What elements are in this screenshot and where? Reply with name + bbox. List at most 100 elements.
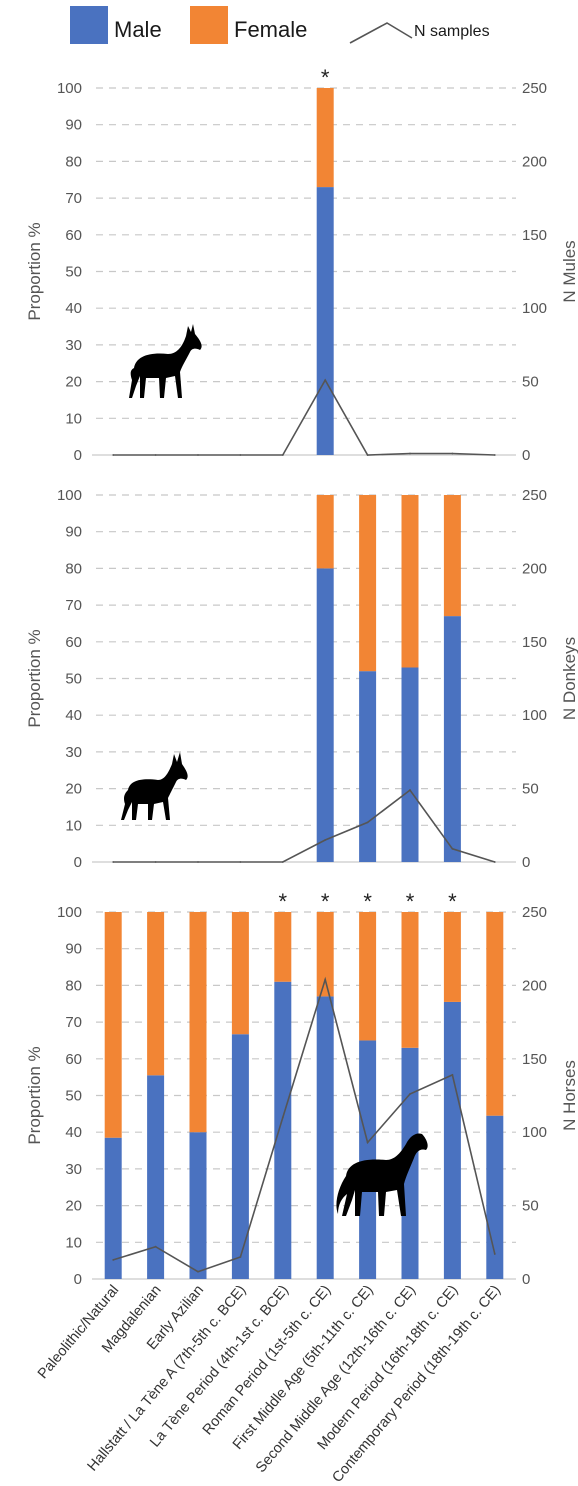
bar-female (401, 912, 419, 1048)
bar-male (104, 1137, 122, 1279)
y2-tick-label: 0 (522, 854, 530, 871)
y2-tick-label: 250 (522, 487, 547, 504)
bar-male (443, 616, 461, 862)
bar-male (316, 187, 334, 455)
y-tick-label: 60 (65, 1051, 82, 1068)
n-samples-point (324, 978, 327, 981)
y2-tick-label: 150 (522, 634, 547, 651)
bar-female (274, 912, 292, 982)
bar-female (104, 912, 122, 1138)
bar-male (316, 996, 334, 1279)
y2-axis-title: N Mules (560, 240, 578, 302)
y-tick-label: 70 (65, 1014, 82, 1031)
y-tick-label: 30 (65, 337, 82, 354)
horse-silhouette-icon (336, 1133, 428, 1216)
legend-swatch-female (190, 6, 228, 44)
y2-tick-label: 150 (522, 227, 547, 244)
n-samples-point (493, 861, 496, 863)
bar-female (316, 88, 334, 188)
n-samples-point (112, 861, 115, 863)
n-samples-point (409, 452, 411, 455)
y-tick-label: 40 (65, 707, 82, 724)
x-tick-label: Second Middle Age (12th-16th c. CE) (253, 1282, 419, 1476)
y-axis-title: Proportion % (25, 1046, 44, 1144)
n-samples-point (239, 1256, 242, 1258)
y-tick-label: 70 (65, 597, 82, 614)
y-tick-label: 90 (65, 117, 82, 134)
bar-male (274, 981, 292, 1279)
y-tick-label: 10 (65, 410, 82, 427)
mule-silhouette-body (129, 324, 202, 398)
n-samples-point (112, 454, 115, 456)
n-samples-point (493, 1253, 496, 1255)
legend-swatch-male (70, 6, 108, 44)
donkey-silhouette-body (121, 752, 188, 820)
y2-tick-label: 200 (522, 560, 547, 577)
bar-male (443, 1001, 461, 1279)
bar-male (359, 671, 377, 862)
y-tick-label: 20 (65, 781, 82, 798)
y-tick-label: 20 (65, 1198, 82, 1215)
y2-tick-label: 100 (522, 1124, 547, 1141)
significance-star: * (321, 65, 330, 90)
bar-male (231, 1034, 249, 1279)
y-tick-label: 80 (65, 977, 82, 994)
n-samples-point (154, 861, 157, 863)
n-samples-point (197, 454, 199, 456)
y2-tick-label: 100 (522, 300, 547, 317)
donkey-silhouette-icon (121, 752, 188, 820)
bar-female (316, 495, 334, 569)
chart-panel-donkeys: 0 10 20 30 40 50 60 70 80 90 100 0 50 100 150 200 250 Pro… (25, 487, 578, 871)
bar-male (401, 667, 419, 862)
y2-axis-title: N Horses (560, 1060, 578, 1131)
significance-star: * (406, 889, 415, 914)
y-tick-label: 70 (65, 190, 82, 207)
bar-female (443, 495, 461, 617)
n-samples-point (366, 821, 369, 824)
y2-tick-label: 50 (522, 374, 539, 391)
legend-label-female: Female (234, 17, 307, 42)
y2-tick-label: 250 (522, 80, 547, 97)
n-samples-point (281, 861, 284, 863)
n-samples-point (281, 454, 284, 456)
bar-female (147, 912, 165, 1076)
y-tick-label: 40 (65, 300, 82, 317)
n-samples-point (366, 454, 369, 456)
bar-female (401, 495, 419, 668)
bar-female (316, 912, 334, 997)
y2-tick-label: 0 (522, 447, 530, 464)
n-samples-point (409, 1093, 411, 1095)
n-samples-point (239, 454, 242, 456)
y-tick-label: 50 (65, 1088, 82, 1105)
significance-star: * (448, 889, 457, 914)
x-tick-label: Hallstatt / La Tène A (7th-5th c. BCE) (85, 1282, 250, 1474)
bar-female (486, 912, 504, 1116)
significance-star: * (279, 889, 288, 914)
n-samples-line (113, 378, 495, 456)
n-samples-point (324, 839, 327, 841)
y-axis-title: Proportion % (25, 629, 44, 727)
y-tick-label: 90 (65, 941, 82, 958)
y2-axis-title: N Donkeys (560, 637, 578, 720)
legend: Male Female N samples (70, 6, 490, 44)
n-samples-point (451, 452, 454, 455)
y2-tick-label: 150 (522, 1051, 547, 1068)
n-samples-point (154, 454, 157, 456)
y-tick-label: 0 (74, 854, 82, 871)
y-tick-label: 80 (65, 560, 82, 577)
y-axis-title: Proportion % (25, 222, 44, 320)
bar-male (316, 568, 334, 862)
y-tick-label: 0 (74, 1271, 82, 1288)
y-tick-label: 60 (65, 227, 82, 244)
bar-female (359, 495, 377, 672)
n-samples-point (281, 1116, 284, 1119)
n-samples-point (239, 861, 242, 863)
horse-silhouette-body (336, 1133, 428, 1216)
y-tick-label: 0 (74, 447, 82, 464)
n-samples-point (366, 1141, 369, 1144)
significance-star: * (363, 889, 372, 914)
y-tick-label: 30 (65, 744, 82, 761)
n-samples-point (112, 1259, 115, 1261)
